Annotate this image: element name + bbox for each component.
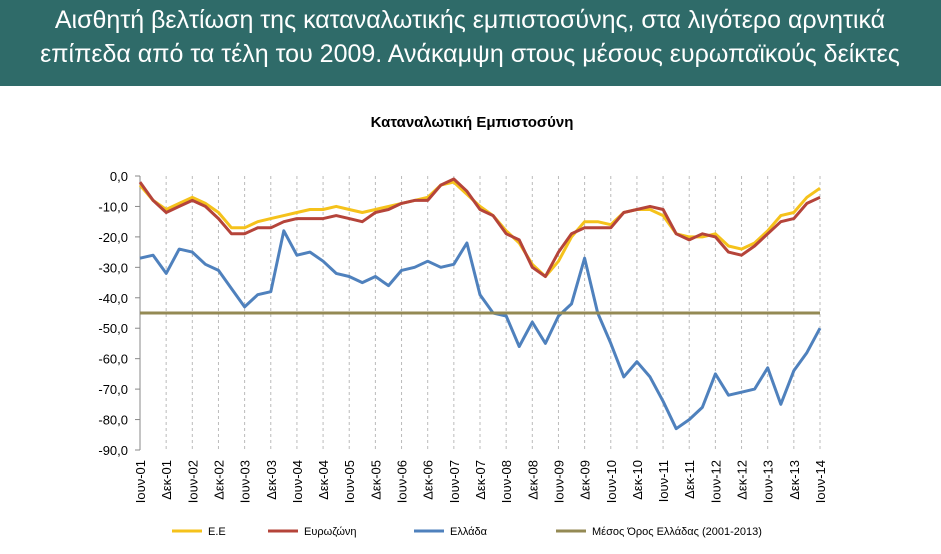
y-tick-label: -20,0 xyxy=(98,230,128,245)
header-title: Αισθητή βελτίωση της καταναλωτικής εμπισ… xyxy=(55,6,885,34)
header-band xyxy=(0,0,941,86)
x-tick-label: Δεκ-12 xyxy=(735,460,750,500)
y-tick-label: -80,0 xyxy=(98,413,128,428)
y-tick-label: -30,0 xyxy=(98,260,128,275)
x-tick-label: Δεκ-13 xyxy=(787,460,802,500)
y-tick-label: -40,0 xyxy=(98,291,128,306)
x-tick-label: Δεκ-02 xyxy=(211,460,226,500)
x-tick-label: Δεκ-08 xyxy=(525,460,540,500)
series-line xyxy=(138,177,821,278)
x-tick-label: Ιουν-04 xyxy=(290,460,305,503)
x-tick-label: Ιουν-14 xyxy=(813,460,828,503)
x-tick-label: Δεκ-06 xyxy=(421,460,436,500)
x-tick-label: Δεκ-07 xyxy=(473,460,488,500)
x-tick-label: Ιουν-10 xyxy=(604,460,619,503)
x-tick-label: Δεκ-09 xyxy=(578,460,593,500)
x-tick-label: Ιουν-09 xyxy=(551,460,566,503)
x-tick-label: Ιουν-05 xyxy=(342,460,357,503)
x-tick-label: Ιουν-12 xyxy=(708,460,723,503)
legend-label: Ελλάδα xyxy=(450,526,488,538)
y-tick-label: -70,0 xyxy=(98,382,128,397)
series-line xyxy=(139,229,822,431)
legend-label: Ευρωζώνη xyxy=(304,526,357,538)
x-tick-label: Δεκ-11 xyxy=(682,460,697,499)
x-tick-label: Ιουν-13 xyxy=(761,460,776,503)
x-tick-label: Ιουν-07 xyxy=(447,460,462,503)
x-tick-label: Ιουν-06 xyxy=(395,460,410,503)
x-tick-label: Ιουν-11 xyxy=(656,460,671,502)
chart-title: Καταναλωτική Εμπιστοσύνη xyxy=(371,114,574,131)
y-tick-label: -60,0 xyxy=(98,352,128,367)
legend-label: Μέσος Όρος Ελλάδας (2001-2013) xyxy=(592,526,762,538)
y-tick-label: -10,0 xyxy=(98,199,128,214)
x-tick-label: Δεκ-04 xyxy=(316,460,331,500)
x-tick-label: Ιουν-01 xyxy=(133,460,148,503)
x-tick-label: Δεκ-05 xyxy=(368,460,383,500)
y-tick-label: 0,0 xyxy=(110,169,128,184)
header-title: επίπεδα από τα τέλη του 2009. Ανάκαμψη σ… xyxy=(40,40,900,68)
y-tick-label: -90,0 xyxy=(98,443,128,458)
y-tick-label: -50,0 xyxy=(98,321,128,336)
x-tick-label: Δεκ-03 xyxy=(264,460,279,500)
legend-label: Ε.Ε xyxy=(208,526,226,538)
x-tick-label: Δεκ-01 xyxy=(159,460,174,500)
x-tick-label: Ιουν-02 xyxy=(185,460,200,503)
x-tick-label: Ιουν-03 xyxy=(238,460,253,503)
x-tick-label: Ιουν-08 xyxy=(499,460,514,503)
x-tick-label: Δεκ-10 xyxy=(630,460,645,500)
